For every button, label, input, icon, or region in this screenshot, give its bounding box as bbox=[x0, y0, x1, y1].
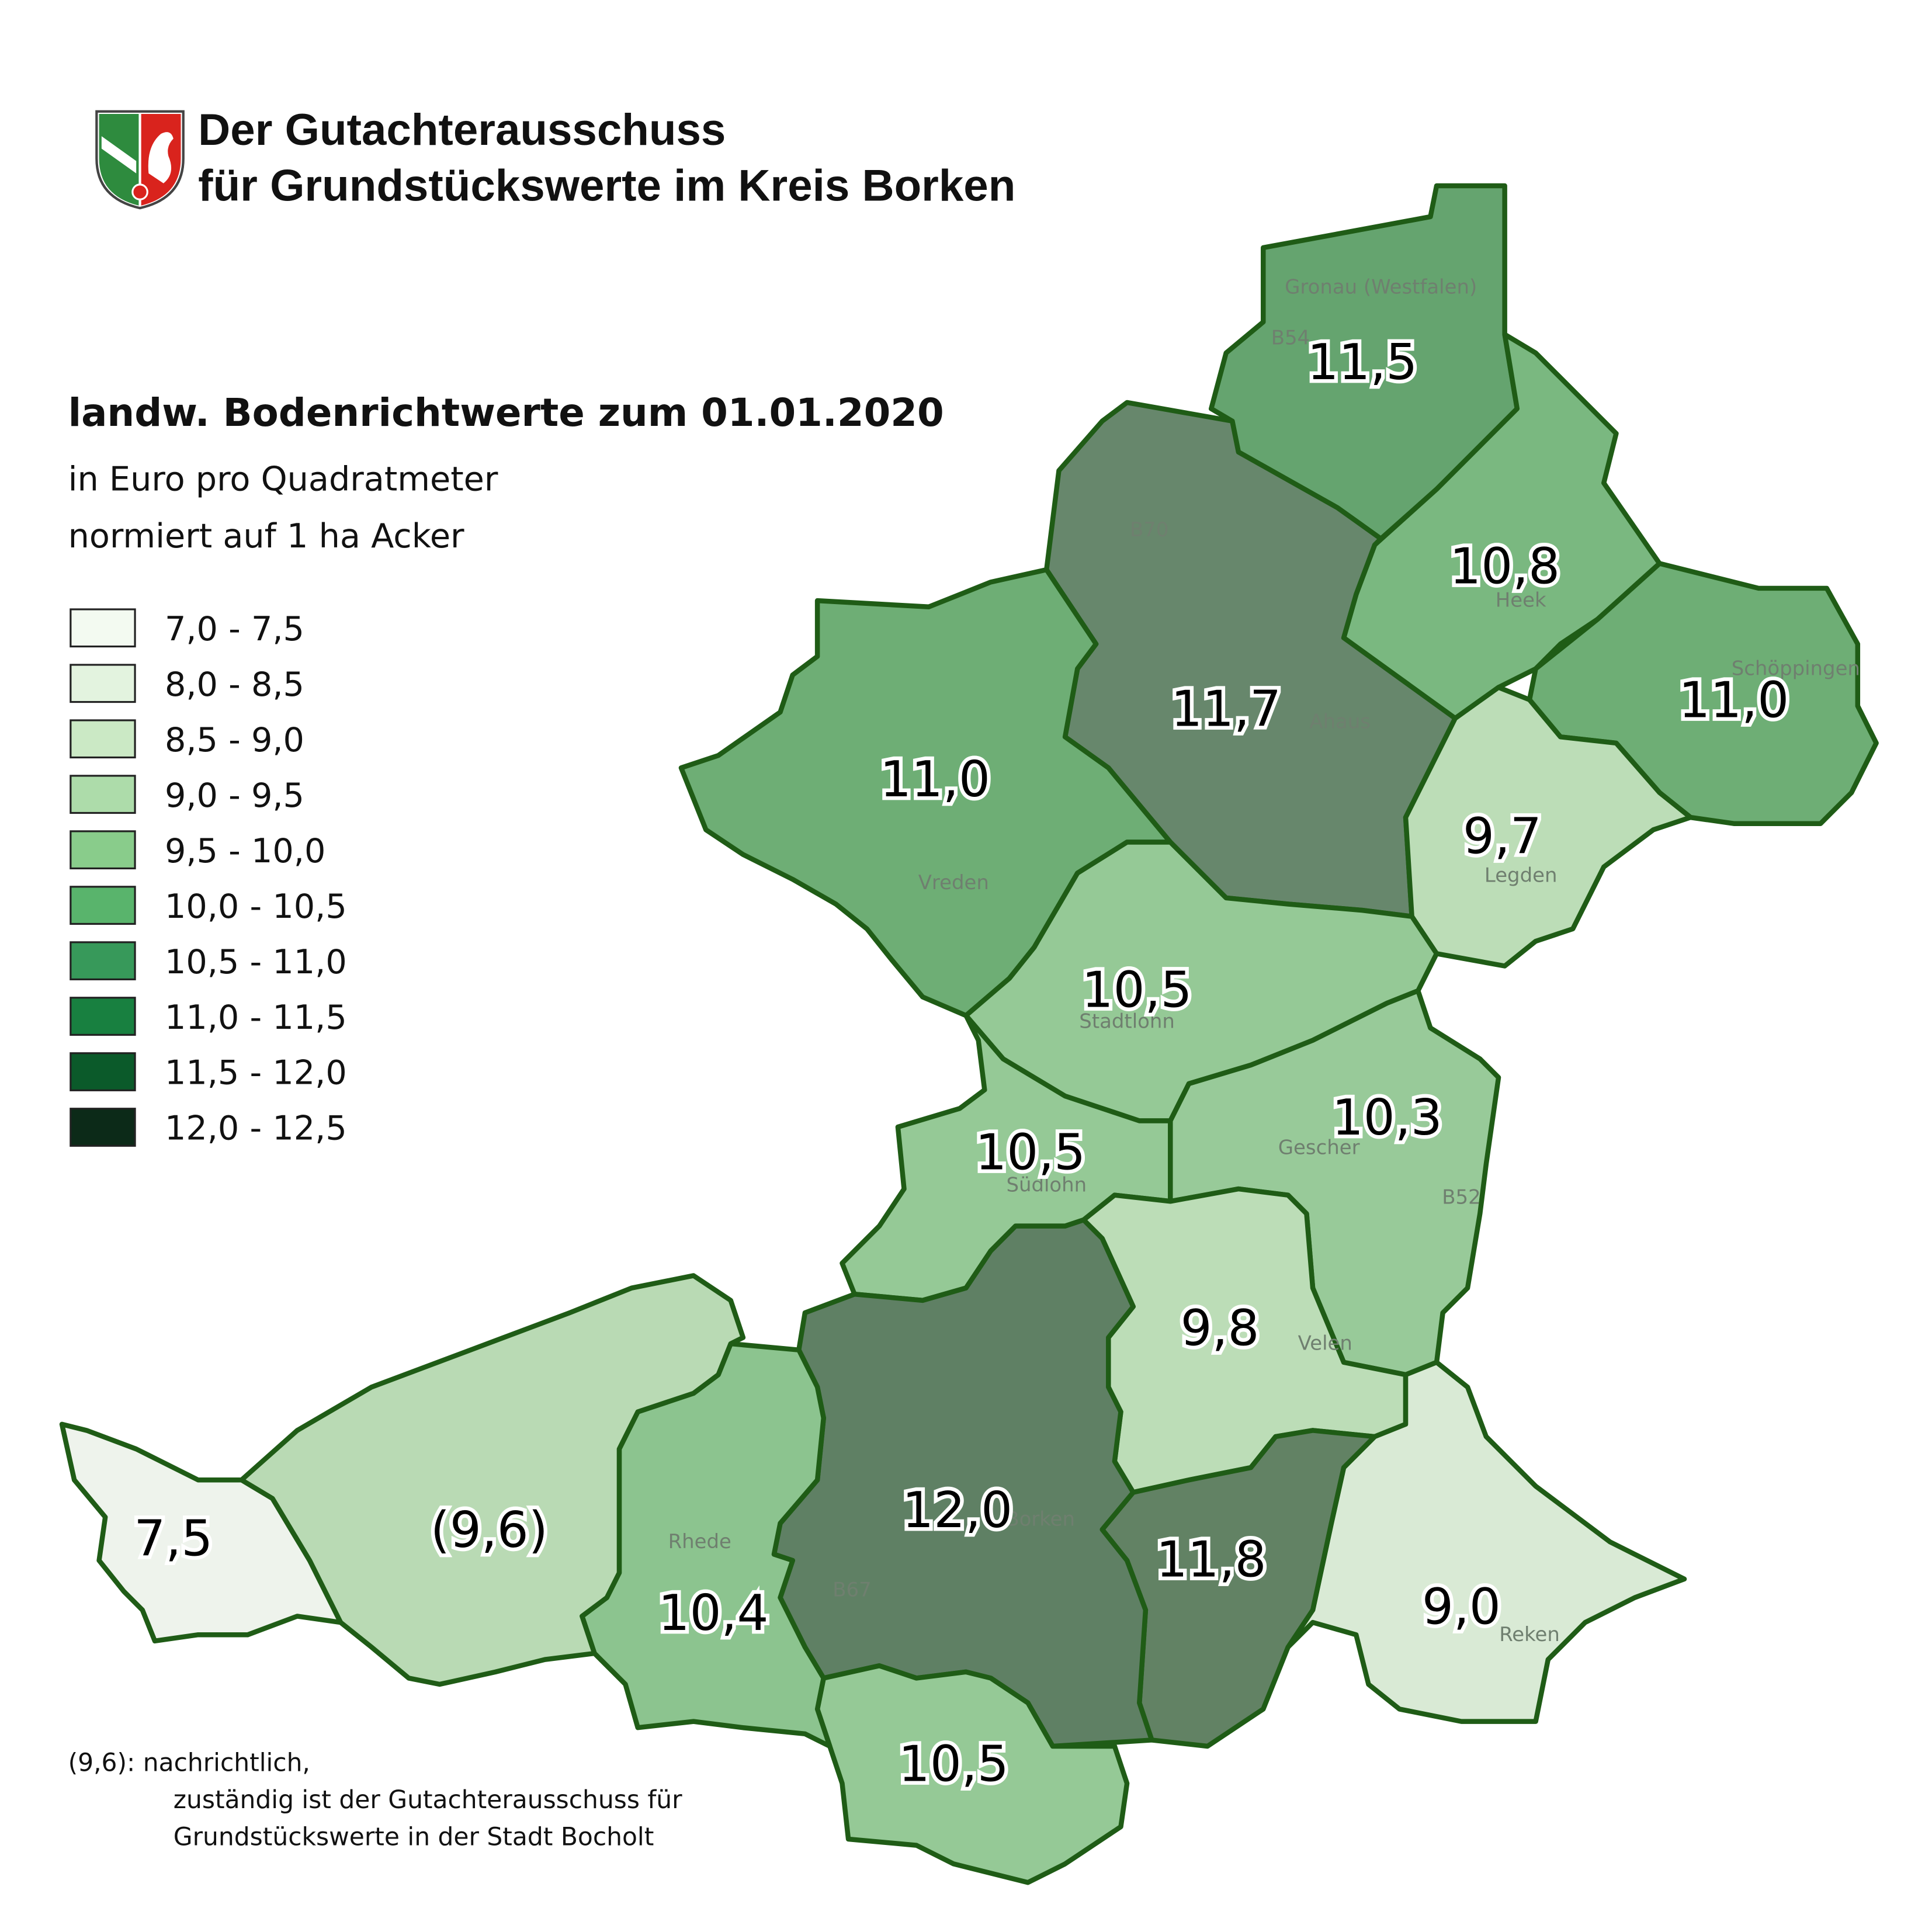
place-name: Gronau (Westfalen) bbox=[1285, 275, 1477, 298]
region bbox=[239, 1273, 746, 1687]
legend-swatch bbox=[70, 941, 136, 980]
legend-label: 10,5 - 11,0 bbox=[165, 943, 347, 981]
region-label: 11,8 bbox=[1156, 1531, 1267, 1588]
legend: 7,0 - 7,5 8,0 - 8,5 8,5 - 9,0 9,0 - 9,5 9,5 … bbox=[70, 608, 347, 1148]
legend-label: 9,0 - 9,5 bbox=[165, 776, 304, 815]
region bbox=[1527, 561, 1879, 826]
header-title: für Grundstückswerte im Kreis Borken bbox=[198, 161, 1015, 210]
legend-swatch bbox=[70, 719, 136, 759]
place-name: Stadtlohn bbox=[1079, 1010, 1175, 1032]
region-label: 12,0 bbox=[902, 1481, 1012, 1539]
region-label: 9,0 bbox=[1422, 1577, 1501, 1635]
legend-label: 8,0 - 8,5 bbox=[165, 665, 304, 704]
legend-swatch bbox=[70, 608, 136, 648]
region bbox=[59, 1421, 344, 1644]
place-name: Velen bbox=[1298, 1332, 1352, 1355]
place-name: Borken bbox=[1005, 1508, 1075, 1531]
legend-label: 10,0 - 10,5 bbox=[165, 887, 347, 926]
place-name: Vreden bbox=[918, 871, 989, 894]
header-title: Der Gutachterausschuss bbox=[198, 105, 726, 155]
place-name: Heek bbox=[1496, 589, 1546, 612]
region-label: 11,5 bbox=[1307, 333, 1417, 391]
place-name: Ahaus bbox=[1309, 710, 1371, 733]
place-name: B54 bbox=[1271, 326, 1310, 349]
region-label: 10,5 bbox=[975, 1123, 1085, 1181]
legend-title: landw. Bodenrichtwerte zum 01.01.2020 bbox=[68, 391, 944, 435]
logo bbox=[95, 110, 185, 210]
legend-label: 11,5 - 12,0 bbox=[165, 1054, 347, 1092]
legend-swatch bbox=[70, 775, 136, 814]
legend-swatch bbox=[70, 1108, 136, 1147]
place-name: Rhede bbox=[668, 1530, 731, 1553]
legend-swatch bbox=[70, 664, 136, 703]
region-label: 7,5 bbox=[134, 1510, 213, 1567]
legend-label: 11,0 - 11,5 bbox=[165, 998, 347, 1037]
place-name: Schöppingen bbox=[1732, 657, 1860, 679]
region-label: 9,8 bbox=[1181, 1299, 1260, 1357]
region bbox=[1341, 332, 1662, 721]
region-label: 11,7 bbox=[1171, 679, 1281, 737]
place-name: Südlohn bbox=[1006, 1173, 1087, 1196]
legend-swatch bbox=[70, 1052, 136, 1091]
legend-label: 9,5 - 10,0 bbox=[165, 832, 325, 870]
region-label: (9,6) bbox=[431, 1501, 548, 1559]
legend-label: 12,0 - 12,5 bbox=[165, 1109, 347, 1148]
place-name: B70 bbox=[1130, 518, 1168, 541]
legend-swatch bbox=[70, 830, 136, 870]
regions bbox=[59, 183, 1879, 1885]
region-labels: 11,5 10,8 11,0 11,7 9,7 11,0 10,5 10,3 10,5 9,8 9,… bbox=[130, 329, 1793, 1796]
legend-label: 8,5 - 9,0 bbox=[165, 721, 304, 759]
footnote: (9,6): nachrichtlich, bbox=[68, 1748, 310, 1777]
legend-swatch bbox=[70, 886, 136, 925]
place-name: Gescher bbox=[1278, 1136, 1360, 1159]
place-name: Legden bbox=[1484, 863, 1558, 886]
region-label: 11,0 bbox=[1678, 671, 1789, 729]
footnote: Grundstückswerte in der Stadt Bocholt bbox=[174, 1823, 654, 1851]
region-label: 10,5 bbox=[1082, 961, 1192, 1019]
region-label: 10,3 bbox=[1332, 1088, 1442, 1146]
place-name: Reken bbox=[1499, 1623, 1560, 1646]
region-label: 11,0 bbox=[880, 750, 990, 808]
region-label: 10,5 bbox=[899, 1735, 1009, 1792]
legend-label: 7,0 - 7,5 bbox=[165, 610, 304, 648]
place-names: Gronau (Westfalen) Heek Schöppingen Ahaus Le… bbox=[668, 275, 1860, 1645]
place-name: B52 bbox=[1442, 1186, 1480, 1209]
region-label: 9,7 bbox=[1463, 807, 1542, 865]
legend-swatch bbox=[70, 997, 136, 1036]
region-label: 10,8 bbox=[1449, 537, 1560, 595]
place-name: B67 bbox=[833, 1579, 871, 1601]
legend-subtitle: in Euro pro Quadratmeter bbox=[68, 460, 498, 498]
legend-subtitle: normiert auf 1 ha Acker bbox=[68, 517, 464, 556]
footnote: zuständig ist der Gutachterausschuss für bbox=[174, 1785, 682, 1814]
region bbox=[814, 1663, 1130, 1885]
region-label: 10,4 bbox=[658, 1584, 769, 1642]
